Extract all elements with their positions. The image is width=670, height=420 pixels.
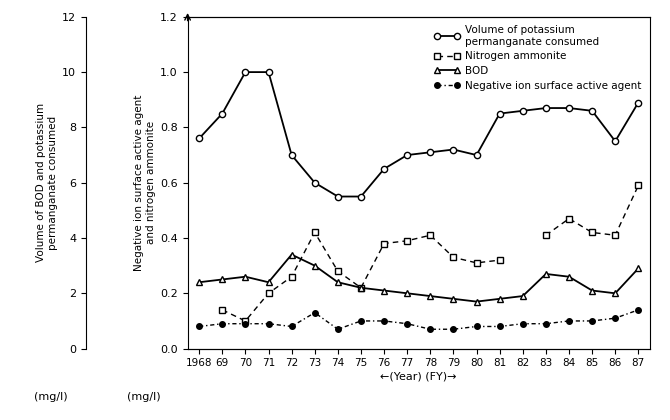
Volume of potassium
permanganate consumed xyxy=(426,150,434,155)
Line: Negative ion surface active agent: Negative ion surface active agent xyxy=(196,307,641,332)
BOD xyxy=(565,274,573,279)
Nitrogen ammonite xyxy=(472,260,480,265)
BOD xyxy=(195,280,203,285)
Text: (mg/l): (mg/l) xyxy=(34,392,68,402)
Negative ion surface active agent xyxy=(472,324,480,329)
Line: BOD: BOD xyxy=(196,251,642,305)
Nitrogen ammonite xyxy=(496,257,504,262)
BOD xyxy=(334,280,342,285)
Negative ion surface active agent xyxy=(311,310,319,315)
Volume of potassium
permanganate consumed xyxy=(287,152,295,158)
Volume of potassium
permanganate consumed xyxy=(472,152,480,158)
BOD xyxy=(542,271,550,276)
Text: (mg/l): (mg/l) xyxy=(127,392,161,402)
Volume of potassium
permanganate consumed xyxy=(542,105,550,110)
BOD xyxy=(380,288,388,293)
Volume of potassium
permanganate consumed xyxy=(496,111,504,116)
Volume of potassium
permanganate consumed xyxy=(241,70,249,75)
Negative ion surface active agent xyxy=(380,318,388,323)
Negative ion surface active agent xyxy=(357,318,365,323)
BOD xyxy=(357,285,365,290)
BOD xyxy=(403,291,411,296)
Negative ion surface active agent xyxy=(265,321,273,326)
Nitrogen ammonite xyxy=(542,233,550,238)
Nitrogen ammonite xyxy=(265,291,273,296)
BOD xyxy=(472,299,480,304)
Negative ion surface active agent xyxy=(426,327,434,332)
Nitrogen ammonite xyxy=(311,230,319,235)
BOD xyxy=(311,263,319,268)
Negative ion surface active agent xyxy=(519,321,527,326)
Negative ion surface active agent xyxy=(334,327,342,332)
Volume of potassium
permanganate consumed xyxy=(334,194,342,199)
BOD xyxy=(588,288,596,293)
Negative ion surface active agent xyxy=(241,321,249,326)
Nitrogen ammonite xyxy=(287,274,295,279)
Volume of potassium
permanganate consumed xyxy=(634,100,643,105)
BOD xyxy=(241,274,249,279)
Volume of potassium
permanganate consumed xyxy=(195,136,203,141)
Line: Nitrogen ammonite: Nitrogen ammonite xyxy=(219,182,641,324)
BOD xyxy=(611,291,619,296)
BOD xyxy=(426,294,434,299)
Volume of potassium
permanganate consumed xyxy=(588,108,596,113)
Negative ion surface active agent xyxy=(403,321,411,326)
Nitrogen ammonite xyxy=(634,183,643,188)
Negative ion surface active agent xyxy=(565,318,573,323)
BOD xyxy=(265,280,273,285)
BOD xyxy=(450,296,458,301)
Nitrogen ammonite xyxy=(403,238,411,243)
Nitrogen ammonite xyxy=(357,285,365,290)
Nitrogen ammonite xyxy=(611,233,619,238)
Negative ion surface active agent xyxy=(542,321,550,326)
Nitrogen ammonite xyxy=(426,233,434,238)
Volume of potassium
permanganate consumed xyxy=(519,108,527,113)
BOD xyxy=(519,294,527,299)
Volume of potassium
permanganate consumed xyxy=(357,194,365,199)
Nitrogen ammonite xyxy=(380,241,388,246)
Volume of potassium
permanganate consumed xyxy=(380,166,388,171)
Negative ion surface active agent xyxy=(588,318,596,323)
BOD xyxy=(634,266,643,271)
Nitrogen ammonite xyxy=(334,269,342,274)
Volume of potassium
permanganate consumed xyxy=(565,105,573,110)
X-axis label: ←(Year) (FY)→: ←(Year) (FY)→ xyxy=(381,371,457,381)
Nitrogen ammonite xyxy=(588,230,596,235)
Nitrogen ammonite xyxy=(241,318,249,323)
Negative ion surface active agent xyxy=(450,327,458,332)
BOD xyxy=(287,252,295,257)
Negative ion surface active agent xyxy=(611,316,619,321)
Volume of potassium
permanganate consumed xyxy=(403,152,411,158)
Negative ion surface active agent xyxy=(287,324,295,329)
Nitrogen ammonite xyxy=(565,216,573,221)
Volume of potassium
permanganate consumed xyxy=(311,180,319,185)
BOD xyxy=(496,296,504,301)
Negative ion surface active agent xyxy=(496,324,504,329)
Negative ion surface active agent xyxy=(195,324,203,329)
Negative ion surface active agent xyxy=(218,321,226,326)
Volume of potassium
permanganate consumed xyxy=(611,139,619,144)
Nitrogen ammonite xyxy=(450,255,458,260)
Legend: Volume of potassium
permanganate consumed, Nitrogen ammonite, BOD, Negative ion : Volume of potassium permanganate consume… xyxy=(431,22,645,94)
Volume of potassium
permanganate consumed xyxy=(450,147,458,152)
Nitrogen ammonite xyxy=(218,307,226,312)
Y-axis label: Volume of BOD and potassium
permanganate consumed: Volume of BOD and potassium permanganate… xyxy=(36,103,58,262)
BOD xyxy=(218,277,226,282)
Volume of potassium
permanganate consumed xyxy=(265,70,273,75)
Line: Volume of potassium
permanganate consumed: Volume of potassium permanganate consume… xyxy=(196,69,641,200)
Negative ion surface active agent xyxy=(634,307,643,312)
Y-axis label: Negative ion surface active agent
and nitrogen ammonite: Negative ion surface active agent and ni… xyxy=(135,94,156,271)
Volume of potassium
permanganate consumed xyxy=(218,111,226,116)
